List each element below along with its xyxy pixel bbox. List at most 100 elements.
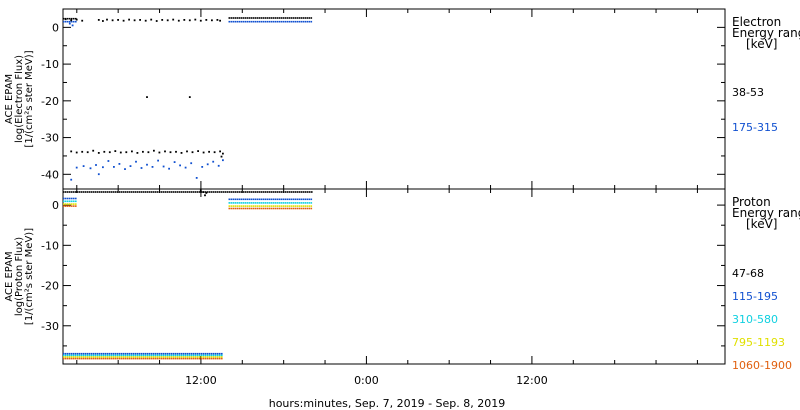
data-point [83,191,85,193]
data-point [272,205,275,207]
data-point [242,207,245,210]
data-point [270,202,273,204]
data-point [179,354,181,357]
data-point [272,17,275,19]
data-point [293,191,295,193]
data-point [147,191,149,193]
data-point [159,352,161,355]
data-point [282,198,285,201]
data-point [273,191,275,193]
data-point [260,202,263,204]
data-point [266,20,269,23]
data-point [169,354,171,357]
legend-entry: 47-68 [732,267,764,280]
data-point [232,207,235,210]
data-point [97,352,99,355]
data-point [294,202,297,204]
data-point [209,191,211,193]
data-point [111,356,113,358]
data-point [284,205,287,207]
data-point [193,191,195,193]
data-point [205,19,208,21]
data-point [181,354,183,357]
y-tick-label: -20 [41,280,59,293]
data-point [236,198,239,201]
data-point [187,357,189,360]
data-point [143,352,145,355]
data-point [244,198,247,201]
data-point [81,356,83,358]
data-point [133,19,136,22]
data-point [89,356,91,358]
data-point [73,17,75,20]
data-point [264,198,267,201]
data-point [63,197,65,200]
data-point [141,356,143,358]
data-point [167,352,169,355]
data-point [167,356,169,358]
data-point [63,20,65,23]
data-point [254,17,257,19]
data-point [246,205,249,207]
data-point [107,354,109,357]
data-point [248,198,251,201]
data-point [175,356,177,358]
data-point [171,352,173,355]
data-point [67,20,69,23]
data-point [93,191,95,193]
data-point [310,205,313,207]
data-point [71,354,73,357]
data-point [264,205,267,207]
data-point [260,207,263,210]
data-point [95,164,97,166]
data-point [143,354,145,357]
data-point [97,356,99,358]
data-point [213,354,215,357]
data-point [99,357,101,360]
data-point [201,357,203,360]
data-point [238,202,241,204]
data-point [125,191,127,193]
data-point [103,352,105,355]
data-point [248,17,251,19]
data-point [266,17,269,19]
data-point [103,150,106,153]
data-point [77,356,79,358]
data-point [187,352,189,355]
data-point [129,357,131,360]
data-point [282,207,285,210]
data-point [244,20,247,23]
data-point [175,150,177,153]
data-point [274,202,277,204]
data-point [288,198,291,201]
data-point [171,356,173,358]
data-point [250,17,253,19]
data-point [257,191,259,193]
data-point [290,17,293,19]
data-point [236,205,239,207]
data-point [232,205,235,207]
data-point [286,198,289,201]
data-point [310,202,313,204]
data-point [298,202,301,204]
data-point [151,354,153,357]
data-point [79,352,81,355]
data-point [93,354,95,357]
data-point [150,18,153,21]
data-point [256,207,259,210]
data-point [163,354,165,357]
x-axis: 12:00 0:00 12:00 hours:minutes, Sep. 7, 201… [185,374,548,410]
data-point [294,207,297,210]
data-point [286,17,289,19]
data-point [97,19,100,21]
data-point [171,357,173,360]
data-point [115,356,117,358]
data-point [151,352,153,355]
data-point [280,205,283,207]
data-point [129,356,131,358]
data-point [311,191,313,193]
data-point [139,354,141,357]
data-point [143,357,145,360]
data-point [177,352,179,355]
data-point [268,198,271,201]
